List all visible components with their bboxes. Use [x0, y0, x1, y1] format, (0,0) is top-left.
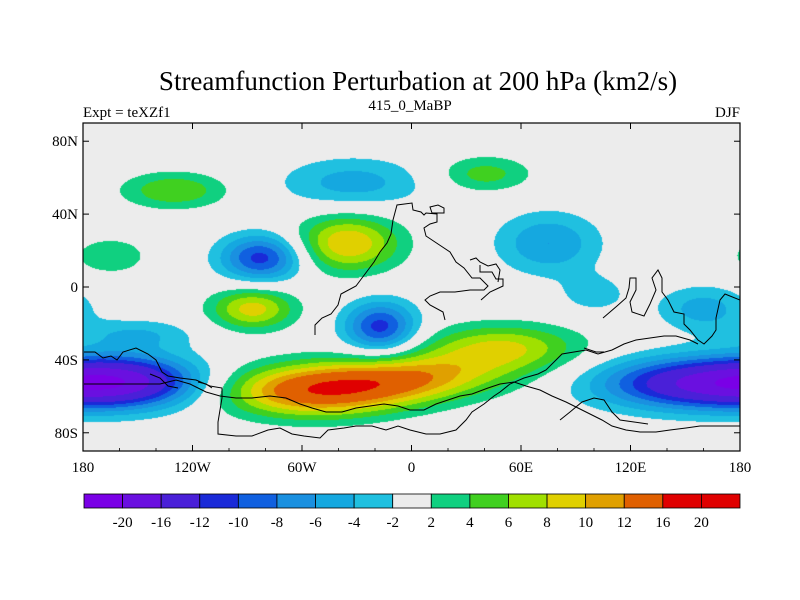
x-tick-label: 120E	[615, 460, 647, 476]
x-tick-label: 60E	[509, 460, 533, 476]
colorbar-label: -16	[151, 515, 171, 531]
colorbar-label: 20	[694, 515, 709, 531]
colorbar-swatch	[430, 493, 471, 509]
y-tick-label: 0	[71, 280, 79, 296]
coastline-outlines	[84, 202, 740, 439]
x-tick-label: 180	[729, 460, 752, 476]
chart-title: Streamfunction Perturbation at 200 hPa (…	[159, 66, 677, 96]
colorbar-swatch	[508, 493, 548, 509]
streamfunction-field	[83, 123, 740, 451]
colorbar-swatch	[122, 493, 162, 509]
right-subtitle: DJF	[715, 105, 740, 121]
colorbar-swatch	[662, 493, 702, 509]
y-tick-label: 80S	[55, 426, 78, 442]
coastline-africa	[469, 257, 501, 283]
colorbar-label: 16	[655, 515, 671, 531]
colorbar-label: 8	[543, 515, 551, 531]
x-axis: 180 120W 60W 0 60E 120E 180	[72, 123, 752, 476]
x-tick-label: 180	[72, 460, 95, 476]
colorbar-label: 2	[428, 515, 436, 531]
colorbar-label: -20	[113, 515, 133, 531]
colorbar-label: -10	[228, 515, 248, 531]
colorbar-swatch	[315, 493, 355, 509]
colorbar-swatch	[623, 493, 664, 509]
left-subtitle: Expt = teXZf1	[83, 105, 171, 121]
colorbar-label: -6	[309, 515, 322, 531]
colorbar-label: -4	[348, 515, 361, 531]
colorbar-swatch	[237, 493, 278, 509]
y-tick-label: 40S	[55, 353, 78, 369]
colorbar-swatch	[701, 493, 741, 509]
colorbar-swatch	[276, 493, 316, 509]
colorbar-label: 6	[505, 515, 513, 531]
coastline-southern-continents	[84, 335, 699, 439]
x-tick-label: 120W	[174, 460, 212, 476]
colorbar-swatch	[199, 493, 239, 509]
x-tick-label: 60W	[287, 460, 317, 476]
colorbar-label: 10	[578, 515, 593, 531]
colorbar-label: -12	[190, 515, 210, 531]
colorbar-swatch	[160, 493, 201, 509]
coastline-eurasia	[602, 269, 740, 345]
colorbar-label: -2	[386, 515, 399, 531]
x-tick-label: 0	[408, 460, 416, 476]
colorbar-swatch	[546, 493, 587, 509]
y-axis: 80N 40N 0 40S 80S	[52, 134, 740, 442]
colorbar-swatch	[585, 493, 625, 509]
y-tick-label: 80N	[52, 134, 78, 150]
center-subtitle: 415_0_MaBP	[368, 98, 451, 114]
colorbar-swatch	[83, 493, 123, 509]
colorbar-label: 4	[466, 515, 474, 531]
coastline-greenland	[429, 204, 445, 214]
colorbar-label: -8	[271, 515, 284, 531]
colorbar-swatch	[392, 493, 432, 509]
y-tick-label: 40N	[52, 207, 78, 223]
coastline-south-america	[479, 265, 504, 301]
colorbar-swatch	[469, 493, 509, 509]
coastline-small-islands	[149, 347, 649, 425]
coastline-antarctic-margin	[84, 379, 740, 433]
colorbar-label: 12	[617, 515, 632, 531]
coastline-north-america	[314, 202, 489, 335]
colorbar-swatch	[353, 493, 394, 509]
map-plot-area	[82, 122, 741, 452]
colorbar: -20 -16 -12 -10 -8 -6 -4 -2 2 4 6 8 10 12 16 20	[83, 493, 741, 531]
